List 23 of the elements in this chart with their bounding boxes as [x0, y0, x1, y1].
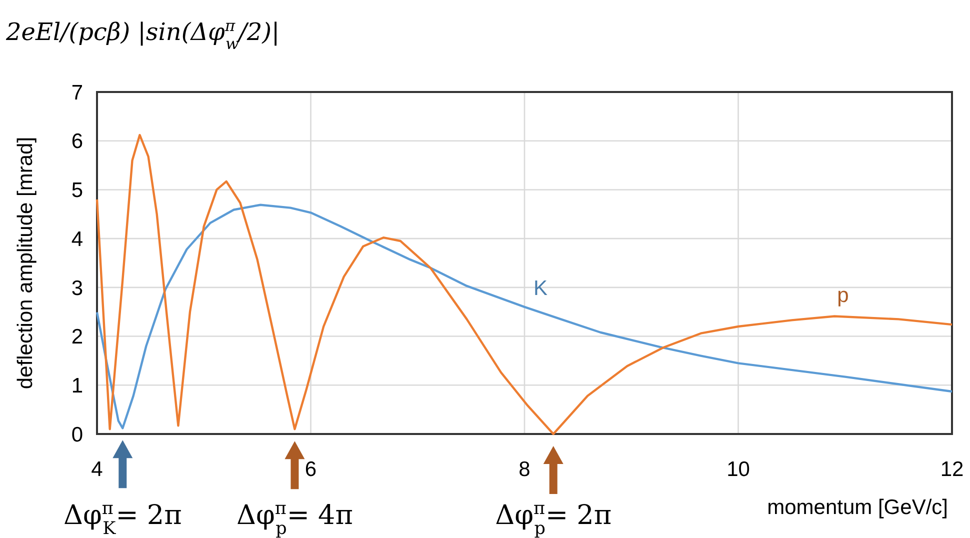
text: 2eEl/(pcβ) |sin(Δφ$^{π}$$_{w}$/2)|	[5, 17, 280, 53]
y-tick-label: 6	[71, 130, 83, 154]
series-label: p	[837, 284, 849, 308]
x-tick-label: 12	[940, 458, 964, 481]
y-axis-title: deflection amplitude [mrad]	[14, 136, 37, 390]
annotation: Δφ$^{π}$$_{p}$= 4π	[236, 499, 353, 538]
y-tick-label: 7	[71, 81, 83, 104]
x-tick-label: 6	[304, 458, 317, 481]
annotation: Δφ$^{π}$$_{p}$= 2π	[495, 499, 612, 538]
y-tick-label: 5	[71, 179, 83, 202]
series-label: K	[534, 276, 548, 300]
y-tick-label: 1	[71, 374, 83, 398]
y-tick-label: 4	[71, 228, 84, 251]
x-tick-label: 8	[518, 458, 530, 481]
line-series	[96, 134, 954, 436]
x-axis-title: momentum [GeV/c]	[767, 496, 948, 519]
y-tick-label: 3	[71, 276, 83, 300]
y-tick-label: 2	[71, 326, 83, 349]
x-tick-label: 4	[91, 458, 104, 481]
y-tick-label: 0	[71, 423, 83, 446]
x-tick-label: 10	[726, 458, 750, 481]
annotation: Δφ$^{π}$$_{K}$= 2π	[63, 499, 182, 538]
line-series	[96, 204, 954, 430]
